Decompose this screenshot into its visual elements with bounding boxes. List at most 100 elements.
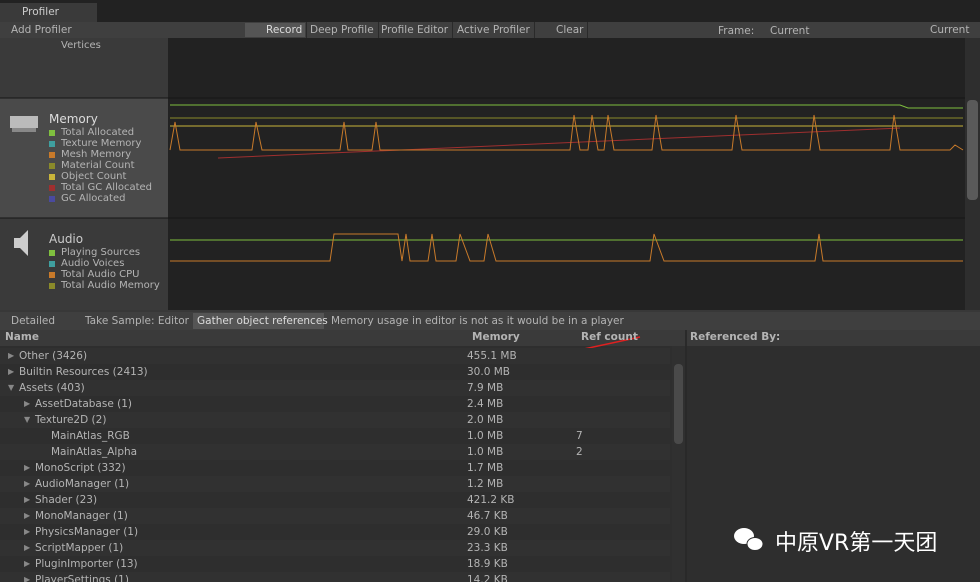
expand-arrow[interactable]: ▶ bbox=[24, 559, 31, 568]
mode-dropdown[interactable]: Detailed bbox=[11, 315, 56, 327]
tree-row[interactable]: ▶ PlayerSettings (1) 14.2 KB bbox=[0, 572, 670, 582]
tree-row[interactable]: ▶ ScriptMapper (1) 23.3 KB bbox=[0, 540, 670, 556]
legend-item[interactable]: Mesh Memory bbox=[61, 149, 132, 160]
graph-area bbox=[168, 38, 965, 310]
legend-item[interactable]: Total Audio Memory bbox=[61, 280, 160, 291]
row-memory: 1.7 MB bbox=[467, 462, 504, 474]
note: Memory usage in editor is not as it woul… bbox=[331, 315, 624, 327]
row-memory: 1.0 MB bbox=[467, 446, 504, 458]
tree-row[interactable]: ▶ Other (3426) 455.1 MB bbox=[0, 348, 670, 364]
legend-item[interactable]: Object Count bbox=[61, 171, 127, 182]
row-memory: 2.4 MB bbox=[467, 398, 504, 410]
row-name: Other (3426) bbox=[19, 350, 88, 362]
add-profiler[interactable]: Add Profiler bbox=[11, 24, 72, 36]
toolbar-button[interactable]: Active Profiler bbox=[453, 22, 535, 38]
frame-label: Frame: bbox=[718, 25, 755, 37]
expand-arrow[interactable]: ▶ bbox=[24, 543, 31, 552]
legend-swatch bbox=[49, 250, 55, 256]
row-memory: 7.9 MB bbox=[467, 382, 504, 394]
legend-item[interactable]: Audio Voices bbox=[61, 258, 125, 269]
row-memory: 29.0 KB bbox=[467, 526, 508, 538]
row-memory: 421.2 KB bbox=[467, 494, 515, 506]
gather-active bbox=[193, 313, 324, 329]
expand-arrow[interactable]: ▶ bbox=[8, 351, 15, 360]
tab-bar bbox=[0, 0, 980, 22]
legend-item[interactable]: GC Allocated bbox=[61, 193, 126, 204]
tree-row[interactable]: ▼ Assets (403) 7.9 MB bbox=[0, 380, 670, 396]
header-bg bbox=[0, 330, 980, 346]
tree-row[interactable]: MainAtlas_Alpha 1.0 MB 2 bbox=[0, 444, 670, 460]
expand-arrow[interactable]: ▶ bbox=[24, 463, 31, 472]
tree-row[interactable]: ▶ PhysicsManager (1) 29.0 KB bbox=[0, 524, 670, 540]
expand-arrow[interactable]: ▶ bbox=[24, 527, 31, 536]
legend-item[interactable]: Total GC Allocated bbox=[61, 182, 153, 193]
legend-item[interactable]: Playing Sources bbox=[61, 247, 141, 258]
legend-swatch bbox=[49, 283, 55, 289]
row-name: PhysicsManager (1) bbox=[35, 526, 139, 538]
module-title[interactable]: Audio bbox=[49, 232, 84, 246]
tree-row[interactable]: ▶ PluginImporter (13) 18.9 KB bbox=[0, 556, 670, 572]
toolbar-button[interactable]: Deep Profile bbox=[306, 22, 379, 38]
column-header[interactable]: Memory bbox=[472, 331, 520, 343]
row-name: MonoScript (332) bbox=[35, 462, 126, 474]
tree-row[interactable]: MainAtlas_RGB 1.0 MB 7 bbox=[0, 428, 670, 444]
audio-line bbox=[170, 233, 963, 262]
panel-header: Referenced By: bbox=[690, 331, 781, 343]
row-name: PlayerSettings (1) bbox=[35, 574, 129, 582]
gather-button[interactable]: Gather object references bbox=[197, 315, 328, 327]
expand-arrow[interactable]: ▶ bbox=[24, 479, 31, 488]
tree-row[interactable]: ▼ Texture2D (2) 2.0 MB bbox=[0, 412, 670, 428]
toolbar-button[interactable]: Profile Editor bbox=[377, 22, 454, 38]
legend-swatch bbox=[49, 152, 55, 158]
legend-swatch bbox=[49, 174, 55, 180]
expand-arrow[interactable]: ▶ bbox=[24, 495, 31, 504]
legend-swatch bbox=[49, 185, 55, 191]
tree-thumb bbox=[674, 364, 683, 444]
tree-row[interactable]: ▶ MonoScript (332) 1.7 MB bbox=[0, 460, 670, 476]
expand-arrow[interactable]: ▶ bbox=[24, 399, 31, 408]
current-button[interactable]: Current bbox=[930, 24, 970, 36]
scroll-thumb bbox=[967, 100, 978, 200]
row-memory: 1.0 MB bbox=[467, 430, 504, 442]
mem-line bbox=[217, 127, 901, 159]
row-memory: 46.7 KB bbox=[467, 510, 508, 522]
row-name: AudioManager (1) bbox=[35, 478, 130, 490]
tree-row[interactable]: ▶ MonoManager (1) 46.7 KB bbox=[0, 508, 670, 524]
row-name: Assets (403) bbox=[19, 382, 85, 394]
expand-arrow[interactable]: ▼ bbox=[8, 383, 15, 392]
tab-title[interactable]: Profiler bbox=[22, 6, 59, 18]
refs-panel bbox=[687, 346, 980, 582]
tree-row[interactable]: ▶ Builtin Resources (2413) 30.0 MB bbox=[0, 364, 670, 380]
row-name: Texture2D (2) bbox=[35, 414, 107, 426]
row-memory: 30.0 MB bbox=[467, 366, 510, 378]
tree-row[interactable]: ▶ AudioManager (1) 1.2 MB bbox=[0, 476, 670, 492]
legend-swatch bbox=[49, 130, 55, 136]
tree-row[interactable]: ▶ Shader (23) 421.2 KB bbox=[0, 492, 670, 508]
legend-item: Vertices bbox=[61, 40, 101, 51]
row-memory: 2.0 MB bbox=[467, 414, 504, 426]
row-memory: 1.2 MB bbox=[467, 478, 504, 490]
row-name: MainAtlas_RGB bbox=[51, 430, 130, 442]
toolbar-button[interactable]: Clear bbox=[552, 22, 589, 38]
expand-arrow[interactable]: ▶ bbox=[24, 511, 31, 520]
legend-item[interactable]: Texture Memory bbox=[61, 138, 142, 149]
row-name: Builtin Resources (2413) bbox=[19, 366, 148, 378]
toolbar-button[interactable]: Record bbox=[262, 22, 308, 38]
column-header[interactable]: Name bbox=[5, 331, 39, 343]
tree: ▶ Other (3426) 455.1 MB ▶ Builtin Resources … bbox=[0, 348, 672, 582]
legend-item[interactable]: Material Count bbox=[61, 160, 135, 171]
legend-swatch bbox=[49, 141, 55, 147]
row-name: ScriptMapper (1) bbox=[35, 542, 124, 554]
expand-arrow[interactable]: ▶ bbox=[8, 367, 15, 376]
expand-arrow[interactable]: ▶ bbox=[24, 575, 31, 582]
column-header[interactable]: Ref count bbox=[581, 331, 638, 343]
take-sample[interactable]: Take Sample: Editor bbox=[85, 315, 189, 327]
legend-item[interactable]: Total Allocated bbox=[61, 127, 135, 138]
row-refs: 2 bbox=[576, 446, 583, 458]
tree-row[interactable]: ▶ AssetDatabase (1) 2.4 MB bbox=[0, 396, 670, 412]
expand-arrow[interactable]: ▼ bbox=[24, 415, 31, 424]
legend-swatch bbox=[49, 261, 55, 267]
module-title[interactable]: Memory bbox=[49, 112, 98, 126]
legend-item[interactable]: Total Audio CPU bbox=[61, 269, 140, 280]
